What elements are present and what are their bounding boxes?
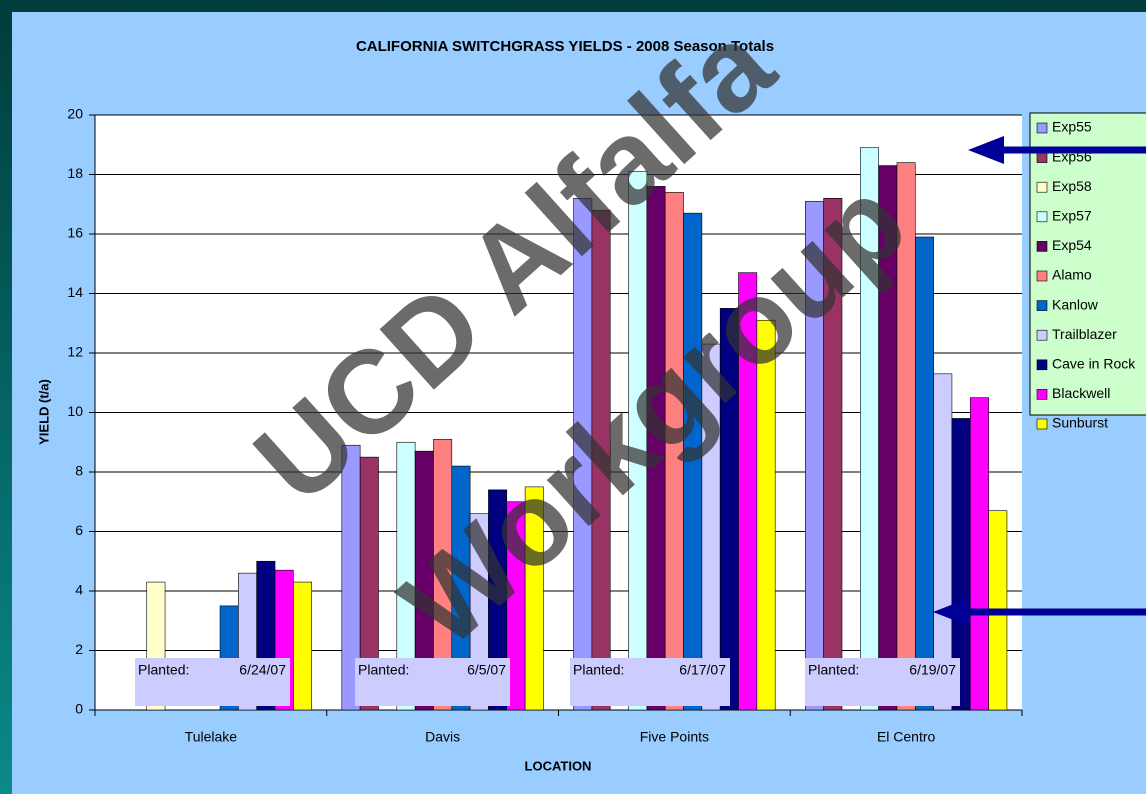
annotation-date: 6/19/07 [909,662,956,678]
legend-swatch [1036,122,1048,134]
legend-swatch [1036,181,1048,193]
bar [823,198,843,711]
legend-label: Cave in Rock [1052,356,1136,372]
legend-swatch [1036,389,1048,400]
legend-label: Sunburst [1052,415,1108,431]
bar [293,581,312,711]
y-tick-label: 6 [75,522,83,538]
annotation-label: Planted: [808,662,859,678]
y-tick-label: 2 [75,641,83,657]
y-tick-label: 0 [75,701,83,717]
legend-swatch [1036,270,1048,282]
annotation-box [355,658,510,706]
y-tick-label: 16 [67,225,83,241]
arrow [968,136,1146,164]
legend-label: Exp54 [1052,237,1092,253]
y-tick-label: 18 [67,165,83,181]
legend-label: Kanlow [1052,296,1099,312]
bar [359,456,379,711]
y-tick-label: 4 [75,582,83,598]
bar [756,319,776,711]
y-tick-label: 20 [67,106,83,122]
annotation-box [135,658,290,706]
bar [524,486,544,711]
annotation-date: 6/24/07 [239,662,286,678]
y-tick-label: 14 [67,284,83,300]
legend-swatch [1036,152,1048,163]
legend-swatch [1036,359,1048,371]
legend-box [1029,112,1146,416]
legend-swatch [1036,211,1048,223]
annotation-box [805,658,960,706]
bar [914,236,934,711]
x-tick-label: Davis [425,729,460,745]
y-tick-label: 8 [75,463,83,479]
legend-label: Exp57 [1052,208,1092,224]
x-axis-label: LOCATION [525,758,592,773]
annotation-date: 6/5/07 [467,662,506,678]
bar [591,209,611,711]
annotation-label: Planted: [358,662,409,678]
annotation-date: 6/17/07 [679,662,726,678]
legend-label: Blackwell [1052,385,1110,401]
y-tick-label: 10 [67,403,83,419]
x-tick-label: El Centro [877,729,936,745]
legend-label: Exp58 [1052,178,1092,194]
x-tick-label: Tulelake [185,729,238,745]
legend-swatch [1036,418,1048,430]
legend-label: Exp55 [1052,119,1092,135]
arrow [933,598,1146,626]
legend-swatch [1036,241,1048,252]
legend-swatch [1036,300,1048,311]
x-tick-label: Five Points [640,729,709,745]
y-axis-label: YIELD (t/a) [36,379,51,445]
legend-label: Trailblazer [1052,326,1117,342]
annotation-label: Planted: [573,662,624,678]
chart-title: CALIFORNIA SWITCHGRASS YIELDS - 2008 Sea… [356,38,774,55]
annotation-label: Planted: [138,662,189,678]
legend-label: Alamo [1052,267,1092,283]
legend-swatch [1036,329,1048,341]
bar [969,397,989,711]
y-tick-label: 12 [67,344,83,360]
annotation-box [570,658,730,706]
